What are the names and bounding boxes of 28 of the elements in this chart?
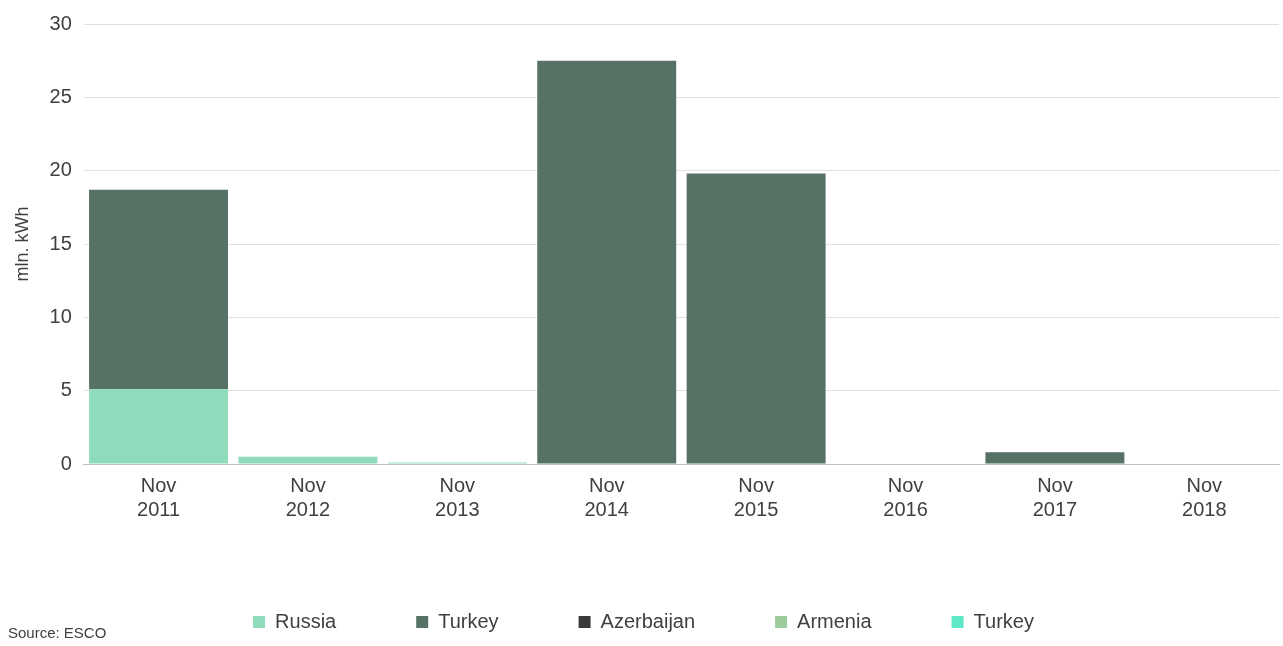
y-tick-label: 30 [49,11,72,34]
legend-label: Armenia [797,609,873,632]
bar [686,173,826,464]
bar [238,456,378,464]
y-tick-label: 5 [60,378,72,401]
bar [89,389,229,464]
legend-label: Turkey [973,609,1034,632]
bar [985,452,1125,464]
y-tick-label: 10 [49,304,72,327]
bar [89,189,229,390]
x-tick-label: Nov 2011 [137,473,181,520]
bar [537,60,677,464]
x-tick-label: Nov 2016 [883,473,928,520]
y-tick-label: 0 [60,451,72,474]
x-tick-label: Nov 2014 [584,473,629,520]
x-tick-label: Nov 2012 [285,473,331,520]
x-tick-label: Nov 2015 [733,473,779,520]
x-tick-label: Nov 2013 [435,473,480,520]
y-axis-title: mln. kWh [11,206,32,282]
legend-label: Azerbaijan [600,609,696,632]
y-tick-label: 20 [49,158,72,181]
legend-label: Russia [275,609,338,632]
x-tick-label: Nov 2017 [1032,473,1078,520]
y-tick-label: 25 [49,84,72,107]
source-note: Source: ESCO [8,624,107,641]
x-tick-label: Nov 2018 [1182,473,1227,520]
y-tick-label: 15 [49,231,72,254]
legend-label: Turkey [438,609,499,632]
